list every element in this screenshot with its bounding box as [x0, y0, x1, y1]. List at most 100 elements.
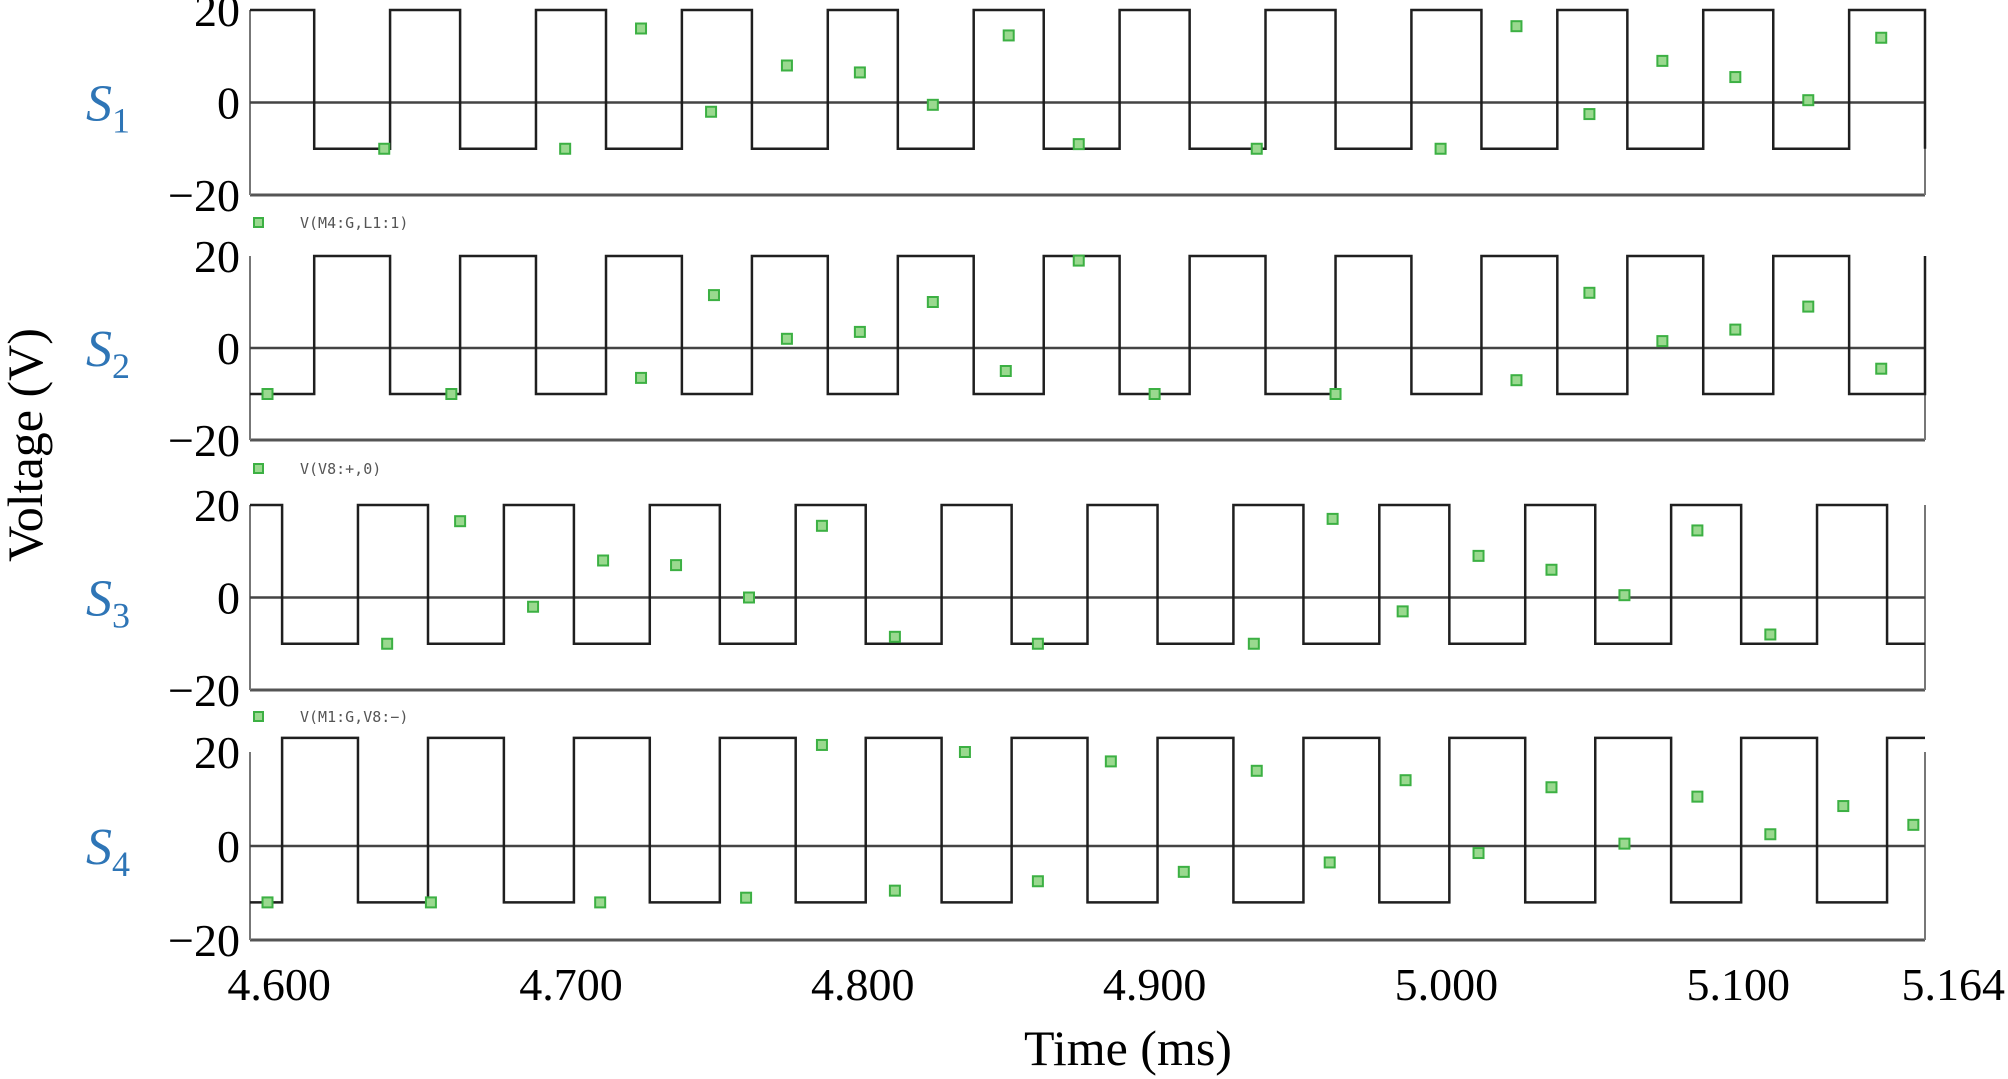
legend-marker-icon: [253, 711, 264, 722]
data-point: [381, 637, 394, 650]
data-point: [1072, 138, 1085, 151]
panel-label-subscript: 1: [112, 101, 130, 141]
data-point: [1545, 781, 1558, 794]
legend-label: V(M4:G,L1:1): [300, 214, 408, 232]
data-point: [1583, 286, 1596, 299]
data-point: [1250, 764, 1263, 777]
data-point: [705, 105, 718, 118]
data-point: [780, 59, 793, 72]
y-tick-label: −20: [168, 915, 240, 966]
data-point: [853, 325, 866, 338]
data-point: [261, 896, 274, 909]
legend: V(M1:G,V8:−): [253, 708, 408, 726]
waveform-trace: [250, 254, 1927, 396]
data-point: [1618, 589, 1631, 602]
y-tick-label: 20: [194, 480, 240, 531]
data-point: [888, 884, 901, 897]
data-point: [1618, 837, 1631, 850]
waveform-trace: [250, 503, 1925, 645]
x-tick-label: 4.600: [227, 959, 331, 1010]
data-point: [1729, 71, 1742, 84]
data-point: [926, 98, 939, 111]
data-point: [888, 630, 901, 643]
legend: V(M4:G,L1:1): [253, 214, 408, 232]
data-point: [1002, 29, 1015, 42]
y-tick-label: 20: [194, 0, 240, 36]
x-axis: 4.600 4.700 4.800 4.900 5.000 5.100 5.164: [227, 959, 2005, 1010]
data-point: [1802, 94, 1815, 107]
x-tick-label: 5.000: [1395, 959, 1499, 1010]
data-point: [1472, 549, 1485, 562]
data-point: [742, 591, 755, 604]
y-tick-label: 0: [217, 821, 240, 872]
data-point: [853, 66, 866, 79]
data-point: [1802, 300, 1815, 313]
panel-label: S1: [86, 76, 130, 141]
x-axis-title: Time (ms): [1024, 1020, 1232, 1076]
panel-label: S3: [86, 571, 130, 636]
data-point: [1583, 108, 1596, 121]
data-point: [1329, 388, 1342, 400]
data-point: [1072, 254, 1085, 267]
x-tick-label: 4.800: [811, 959, 915, 1010]
data-point: [1434, 142, 1447, 155]
panel-label-subscript: 2: [112, 346, 130, 386]
data-point: [1326, 512, 1339, 525]
y-tick-label: 0: [217, 573, 240, 624]
y-tick-label: −20: [168, 665, 240, 716]
panel-1: 20 0 −20 S1 V(M4:G,L1:1): [86, 0, 1927, 232]
legend-marker-icon: [253, 463, 264, 474]
y-tick-label: 20: [194, 727, 240, 778]
data-point: [999, 365, 1012, 377]
legend-label: V(V8:+,0): [300, 460, 381, 478]
data-point: [1545, 563, 1558, 576]
data-point: [1875, 31, 1888, 44]
y-axis-title: Voltage (V): [0, 328, 53, 562]
data-point: [1250, 142, 1263, 155]
data-point: [1323, 856, 1336, 869]
data-point: [1764, 628, 1777, 641]
data-point: [378, 142, 391, 155]
data-point: [635, 22, 648, 35]
data-point: [1907, 818, 1920, 831]
data-point: [815, 738, 828, 751]
panels: 20 0 −20 S1 V(M4:G,L1:1) 20 0 −20 S2 V(V8:+,0) 20 0…: [86, 0, 1927, 966]
panel-2: 20 0 −20 S2 V(V8:+,0): [86, 231, 1927, 478]
panel-label-subscript: 4: [112, 844, 130, 884]
data-point: [740, 891, 753, 904]
data-point: [1031, 875, 1044, 888]
y-tick-label: −20: [168, 170, 240, 221]
data-point: [1177, 865, 1190, 878]
y-tick-label: 20: [194, 231, 240, 282]
data-point: [261, 388, 274, 400]
legend-label: V(M1:G,V8:−): [300, 708, 408, 726]
x-tick-label: 5.100: [1686, 959, 1790, 1010]
panel-label-subscript: 3: [112, 596, 130, 636]
data-point: [780, 332, 793, 345]
data-point: [1148, 388, 1161, 400]
y-tick-label: −20: [168, 415, 240, 466]
data-point: [1510, 374, 1523, 387]
x-tick-label: 4.900: [1103, 959, 1207, 1010]
data-point: [926, 296, 939, 308]
data-point: [670, 559, 683, 572]
panel-label: S4: [86, 819, 130, 884]
panel-3: 20 0 −20 S3 V(M1:G,V8:−): [86, 480, 1926, 726]
data-point: [597, 554, 610, 567]
data-point: [1510, 20, 1523, 33]
data-point: [815, 519, 828, 532]
data-point: [1691, 524, 1704, 537]
x-tick-label: 5.164: [1902, 959, 2006, 1010]
data-point: [1104, 755, 1117, 768]
x-tick-label: 4.700: [519, 959, 623, 1010]
panel-4: 20 0 −20 S4: [86, 727, 1926, 966]
panel-label: S2: [86, 321, 130, 386]
data-point: [707, 289, 720, 302]
data-point: [1472, 847, 1485, 860]
data-point: [1247, 637, 1260, 650]
data-point: [594, 896, 607, 909]
waveform-trace: [250, 8, 1927, 150]
data-point: [1764, 828, 1777, 841]
data-point: [1729, 323, 1742, 336]
